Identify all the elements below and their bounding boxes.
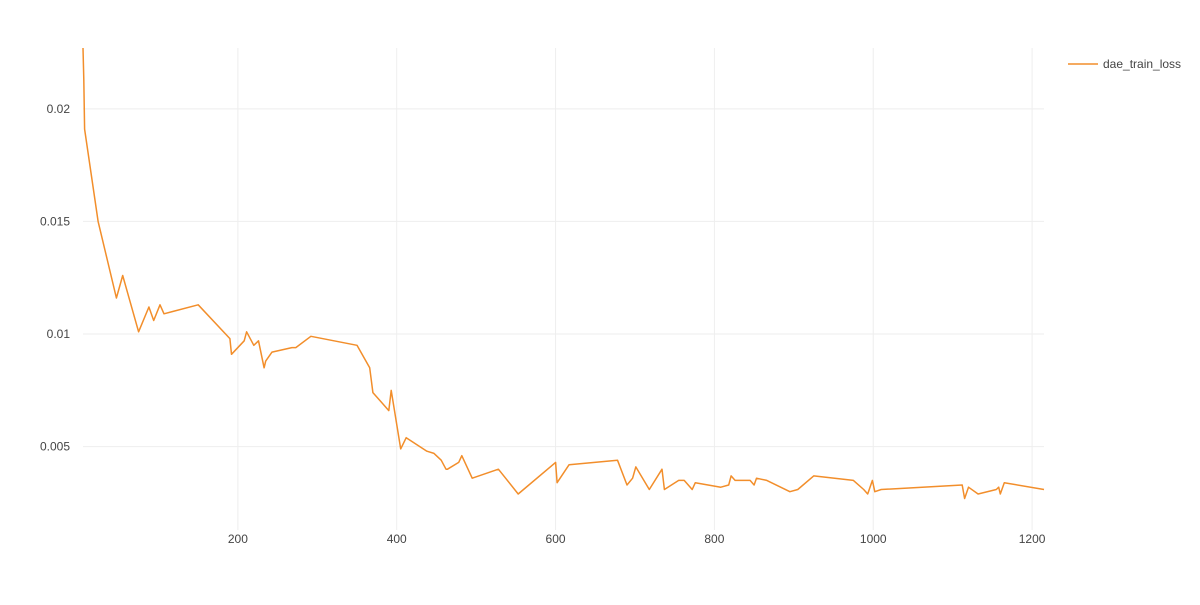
series-line-dae-train-loss[interactable] bbox=[82, 47, 1045, 500]
x-tick-label-600: 600 bbox=[546, 532, 566, 546]
y-tick-label-0_015: 0.015 bbox=[40, 214, 70, 228]
y-tick-labels: 0.005 0.01 0.015 0.02 bbox=[40, 102, 70, 454]
y-tick-label-0_01: 0.01 bbox=[47, 327, 71, 341]
x-tick-label-200: 200 bbox=[228, 532, 248, 546]
y-gridlines bbox=[83, 108, 1044, 448]
y-tick-label-0_005: 0.005 bbox=[40, 440, 70, 454]
x-tick-label-1200: 1200 bbox=[1019, 532, 1046, 546]
series-group bbox=[82, 47, 1045, 500]
x-tick-label-400: 400 bbox=[387, 532, 407, 546]
x-tick-labels: 200 400 600 800 1000 1200 bbox=[228, 532, 1046, 546]
x-gridlines bbox=[237, 48, 1033, 530]
legend-label-dae-train-loss[interactable]: dae_train_loss bbox=[1103, 57, 1181, 71]
x-tick-label-1000: 1000 bbox=[860, 532, 887, 546]
x-tick-label-800: 800 bbox=[704, 532, 724, 546]
y-tick-label-0_02: 0.02 bbox=[47, 102, 71, 116]
legend[interactable]: dae_train_loss bbox=[1068, 57, 1181, 71]
